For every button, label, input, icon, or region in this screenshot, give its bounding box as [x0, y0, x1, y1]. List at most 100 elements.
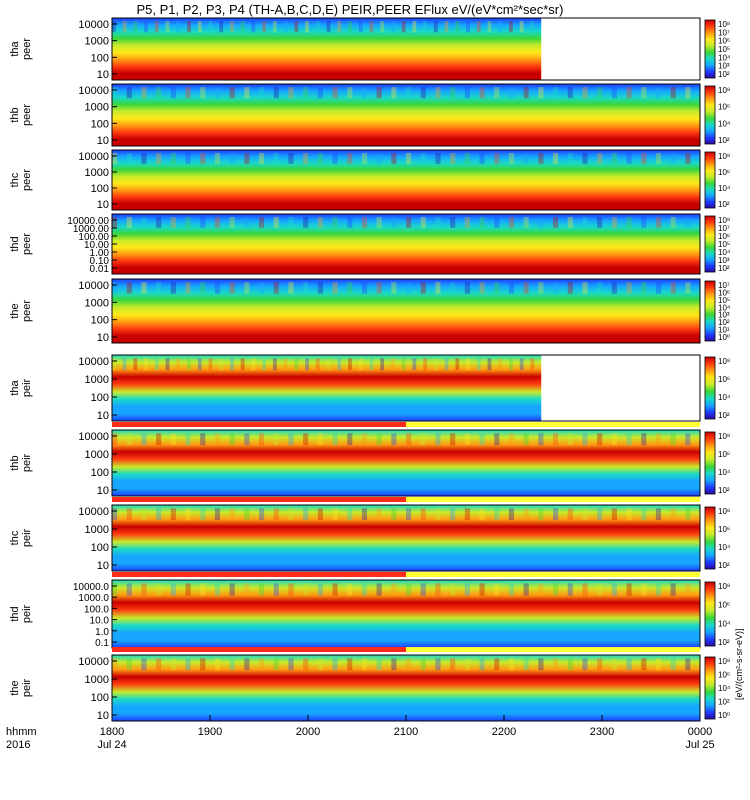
- texture-stripe: [670, 583, 676, 596]
- panel-thb-peir: 10000 1000 100 10 thb peir 10⁸ 10⁶ 10⁴ 10²: [9, 429, 731, 497]
- texture-stripe: [251, 358, 256, 371]
- quality-flag-bar: [406, 572, 700, 577]
- texture-stripe: [670, 658, 676, 671]
- texture-stripe: [523, 153, 529, 164]
- texture-stripe: [487, 21, 492, 33]
- colorbar-tick: 10⁶: [718, 168, 730, 177]
- ytick-label: 10000.0: [73, 582, 110, 593]
- texture-stripe: [655, 282, 662, 294]
- texture-stripe: [433, 21, 438, 33]
- texture-stripe: [112, 153, 118, 164]
- texture-stripe: [273, 508, 279, 521]
- texture-stripe: [229, 217, 235, 228]
- texture-stripe: [611, 153, 617, 164]
- colorbar-tick: 10⁸: [718, 582, 730, 591]
- texture-stripe: [214, 153, 221, 164]
- texture-stripe: [435, 508, 441, 521]
- texture-stripe: [337, 358, 342, 371]
- texture-stripe: [685, 583, 691, 596]
- spectrogram-thd-peer: [112, 214, 700, 274]
- texture-stripe: [494, 153, 500, 164]
- ylabel-probe: the: [9, 680, 21, 695]
- texture-stripe: [141, 433, 147, 446]
- colorbar-tick: 10⁴: [718, 543, 731, 552]
- texture-stripe: [498, 358, 503, 371]
- ylabel-species: peer: [21, 233, 33, 255]
- xtick-label: 2200: [492, 726, 516, 738]
- ytick-label: 0.01: [90, 264, 110, 275]
- texture-stripe: [112, 433, 118, 446]
- texture-stripe: [464, 658, 470, 671]
- panel-frame: [111, 354, 701, 422]
- texture-stripe: [412, 21, 417, 33]
- texture-stripe: [156, 153, 162, 164]
- figure-title: P5, P1, P2, P3, P4 (TH-A,B,C,D,E) PEIR,P…: [136, 2, 564, 17]
- ylabel-species: peir: [21, 604, 33, 623]
- colorbar: [704, 280, 716, 342]
- ytick-label: 10000.00: [67, 216, 109, 227]
- colorbar-tick: 10⁶: [718, 375, 730, 384]
- ytick-label: 1000.00: [73, 224, 110, 235]
- texture-stripe: [391, 658, 397, 671]
- texture-stripe: [519, 21, 524, 33]
- texture-stripe: [185, 583, 191, 596]
- texture-stripe: [519, 358, 524, 371]
- colorbar-tick: 10⁴: [718, 684, 731, 693]
- ytick-label: 10: [97, 485, 109, 497]
- texture-stripe: [126, 433, 132, 446]
- texture-stripe: [523, 217, 529, 228]
- texture-stripe: [523, 87, 529, 99]
- texture-stripe: [259, 433, 265, 446]
- ytick-label: 10000: [78, 280, 109, 292]
- texture-stripe: [567, 658, 573, 671]
- texture-stripe: [348, 358, 352, 371]
- panel-thc-peer: 10000 1000 100 10 thc peer 10⁸ 10⁶ 10⁴ 10²: [9, 149, 731, 211]
- texture-stripe: [317, 583, 323, 596]
- texture-stripe: [208, 358, 213, 371]
- texture-stripe: [170, 583, 176, 596]
- texture-stripe: [347, 153, 353, 164]
- texture-stripe: [229, 87, 235, 99]
- texture-stripe: [611, 217, 617, 228]
- texture-stripe: [214, 433, 221, 446]
- texture-stripe: [288, 658, 294, 671]
- colorbar-tick: 10⁰: [718, 333, 730, 342]
- texture-stripe: [553, 217, 559, 228]
- texture-stripe: [508, 433, 515, 446]
- texture-stripe: [655, 508, 662, 521]
- colorbar-tick: 10⁸: [718, 86, 730, 95]
- ytick-label: 100: [91, 183, 109, 195]
- ytick-label: 10: [97, 332, 109, 344]
- texture-stripe: [412, 358, 417, 371]
- texture-stripe: [112, 217, 118, 228]
- ytick-label: 10000: [78, 19, 109, 31]
- texture-stripe: [567, 87, 573, 99]
- texture-stripe: [288, 282, 294, 294]
- texture-stripe: [450, 583, 456, 596]
- texture-stripe: [420, 217, 426, 228]
- texture-stripe: [420, 282, 426, 294]
- texture-stripe: [433, 358, 438, 371]
- ylabel-species: peir: [21, 378, 33, 397]
- colorbar: [704, 431, 716, 495]
- colorbar-tick: 10²: [718, 318, 730, 327]
- texture-stripe: [479, 658, 485, 671]
- colorbar: [704, 356, 716, 420]
- quality-flag-bar: [112, 647, 406, 652]
- texture-stripe: [611, 87, 617, 99]
- texture-stripe: [332, 583, 338, 596]
- texture-stripe: [361, 658, 368, 671]
- colorbar-tick: 10²: [718, 698, 730, 707]
- texture-stripe: [376, 658, 382, 671]
- xrow-label: 2016: [6, 739, 30, 751]
- texture-stripe: [273, 282, 279, 294]
- colorbar-tick: 10⁸: [718, 432, 730, 441]
- texture-stripe: [597, 658, 603, 671]
- texture-stripe: [317, 153, 323, 164]
- texture-stripe: [229, 583, 235, 596]
- texture-stripe: [348, 21, 352, 33]
- texture-stripe: [315, 21, 320, 33]
- ylabel-species: peir: [21, 678, 33, 697]
- texture-stripe: [358, 21, 363, 33]
- texture-stripe: [567, 433, 573, 446]
